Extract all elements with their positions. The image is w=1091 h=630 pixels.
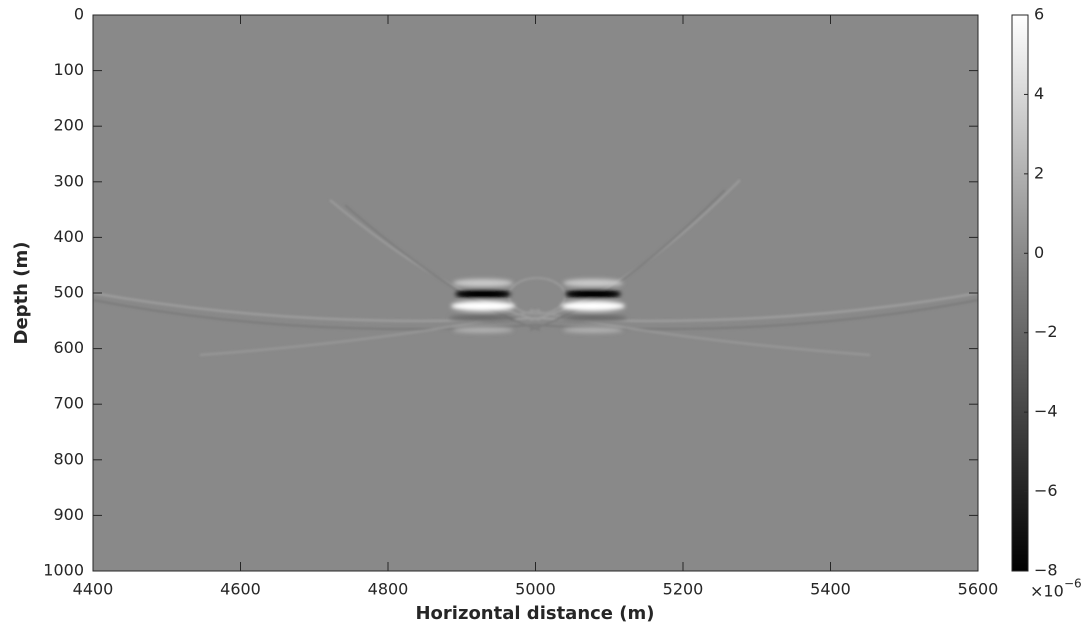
y-tick-label: 900 bbox=[53, 505, 84, 524]
y-tick-label: 200 bbox=[53, 116, 84, 135]
y-tick-label: 500 bbox=[53, 283, 84, 302]
colorbar-exponent: −6 bbox=[1064, 577, 1082, 591]
y-tick-label: 600 bbox=[53, 338, 84, 357]
image-pattern bbox=[93, 179, 978, 356]
colorbar-tick-label: 0 bbox=[1034, 243, 1044, 262]
colorbar-tick-label: 6 bbox=[1034, 5, 1044, 24]
x-tick-label: 5000 bbox=[515, 580, 556, 599]
x-tick-label: 4800 bbox=[368, 580, 409, 599]
image-background bbox=[93, 15, 978, 571]
colorbar-tick-label: −4 bbox=[1034, 402, 1058, 421]
y-tick-label: 0 bbox=[74, 5, 84, 24]
colorbar-tick-label: −8 bbox=[1034, 561, 1058, 580]
y-tick-label: 400 bbox=[53, 227, 84, 246]
x-tick-label: 4600 bbox=[220, 580, 261, 599]
y-tick-label: 1000 bbox=[43, 561, 84, 580]
y-tick-label: 700 bbox=[53, 394, 84, 413]
colorbar-tick-label: 4 bbox=[1034, 84, 1044, 103]
y-axis-label: Depth (m) bbox=[11, 242, 32, 345]
colorbar-tick-label: −2 bbox=[1034, 322, 1058, 341]
y-tick-label: 100 bbox=[53, 60, 84, 79]
x-tick-label: 4400 bbox=[73, 580, 114, 599]
x-axis-label: Horizontal distance (m) bbox=[415, 603, 654, 624]
colorbar-tick-label: −6 bbox=[1034, 481, 1058, 500]
y-tick-label: 300 bbox=[53, 171, 84, 190]
colorbar-multiplier: ×10 bbox=[1030, 582, 1064, 601]
y-tick-label: 800 bbox=[53, 449, 84, 468]
x-tick-label: 5600 bbox=[958, 580, 999, 599]
x-tick-label: 5200 bbox=[663, 580, 704, 599]
colorbar-tick-label: 2 bbox=[1034, 163, 1044, 182]
x-tick-label: 5400 bbox=[810, 580, 851, 599]
colorbar bbox=[1011, 14, 1029, 572]
